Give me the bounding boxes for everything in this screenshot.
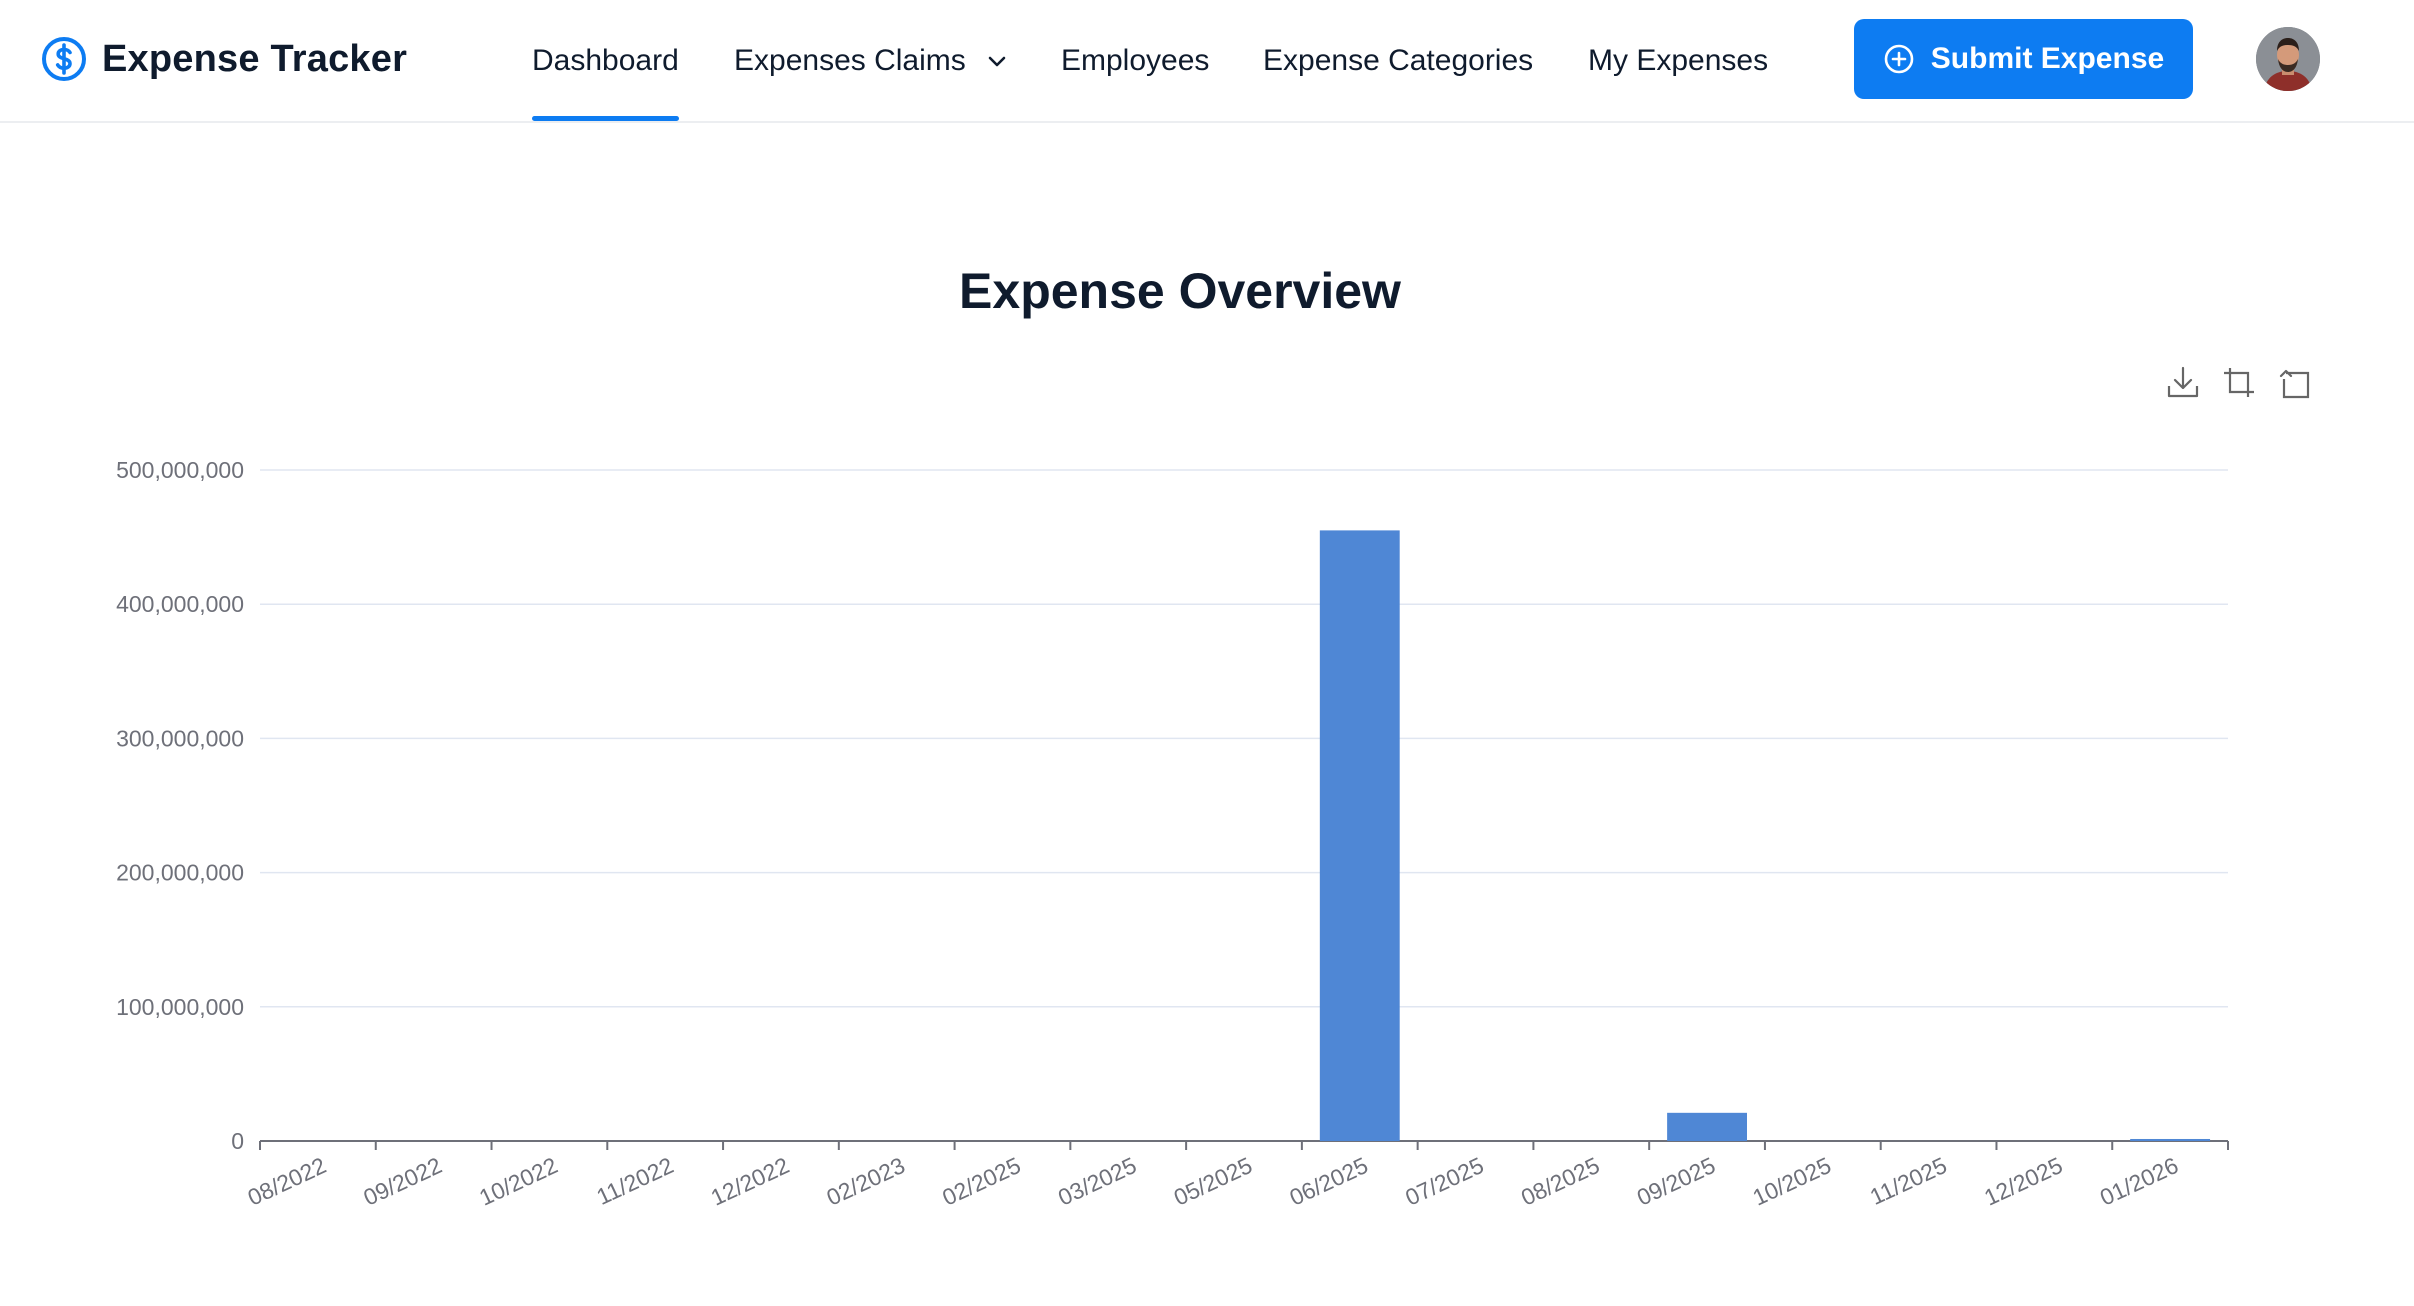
nav-expense-categories[interactable]: Expense Categories: [1263, 0, 1533, 121]
chart-title: Expense Overview: [959, 263, 1401, 319]
nav-expenses-claims-label: Expenses Claims: [734, 43, 966, 77]
nav-expenses-claims[interactable]: Expenses Claims: [734, 0, 1008, 121]
dollar-circle-icon: [42, 37, 86, 81]
x-tick-label: 01/2026: [2096, 1152, 2182, 1211]
avatar-image: [2256, 27, 2320, 91]
nav-dashboard[interactable]: Dashboard: [532, 0, 679, 121]
download-icon[interactable]: [2165, 364, 2201, 400]
nav-dashboard-label: Dashboard: [532, 43, 679, 77]
bar-06-2025: [1319, 530, 1400, 1141]
nav-expense-categories-label: Expense Categories: [1263, 43, 1534, 77]
bar-01-2026: [2130, 1138, 2211, 1141]
x-tick-label: 03/2025: [1054, 1152, 1140, 1211]
bar-09-2025: [1667, 1112, 1747, 1141]
x-tick-label: 12/2025: [1980, 1152, 2066, 1211]
x-tick-label: 12/2022: [707, 1152, 793, 1211]
nav-employees[interactable]: Employees: [1061, 0, 1209, 121]
x-tick-label: 08/2025: [1517, 1152, 1603, 1211]
plus-circle-icon: [1884, 44, 1914, 74]
x-tick-label: 11/2022: [592, 1152, 677, 1210]
nav-my-expenses[interactable]: My Expenses: [1588, 0, 1768, 121]
x-tick-label: 09/2022: [359, 1152, 445, 1211]
x-tick-label: 05/2025: [1170, 1152, 1256, 1211]
x-tick-label: 11/2025: [1866, 1152, 1951, 1210]
y-tick-label: 0: [231, 1128, 244, 1154]
chevron-down-icon: [988, 56, 1006, 66]
x-tick-label: 06/2025: [1286, 1152, 1372, 1211]
x-tick-label: 02/2023: [822, 1152, 908, 1211]
nav-my-expenses-label: My Expenses: [1588, 43, 1769, 77]
y-tick-label: 200,000,000: [116, 860, 244, 886]
x-tick-label: 02/2025: [938, 1152, 1024, 1211]
user-avatar[interactable]: [2256, 27, 2320, 91]
brand[interactable]: Expense Tracker: [40, 0, 407, 118]
app-title: Expense Tracker: [102, 37, 408, 80]
chart-toolbox: [2165, 364, 2313, 400]
y-tick-label: 300,000,000: [116, 725, 244, 751]
submit-expense-label: Submit Expense: [1930, 42, 2165, 75]
expense-bar-chart: 0 100,000,000 200,000,000 300,000,000 400,00…: [116, 457, 2229, 1211]
x-tick-label: 08/2022: [244, 1152, 330, 1211]
x-tick-label: 09/2025: [1633, 1152, 1719, 1211]
top-navbar: Expense Tracker Dashboard Expenses Claim…: [0, 0, 2414, 123]
submit-expense-button[interactable]: Submit Expense: [1854, 19, 2193, 99]
y-tick-label: 100,000,000: [116, 994, 244, 1020]
y-tick-label: 500,000,000: [116, 457, 244, 483]
x-tick-label: 10/2025: [1749, 1152, 1835, 1211]
zoom-icon[interactable]: [2221, 364, 2257, 400]
nav-employees-label: Employees: [1061, 43, 1210, 77]
y-tick-label: 400,000,000: [116, 591, 244, 617]
restore-icon[interactable]: [2277, 364, 2313, 400]
x-tick-label: 10/2022: [475, 1152, 561, 1211]
x-tick-label: 07/2025: [1401, 1152, 1487, 1211]
